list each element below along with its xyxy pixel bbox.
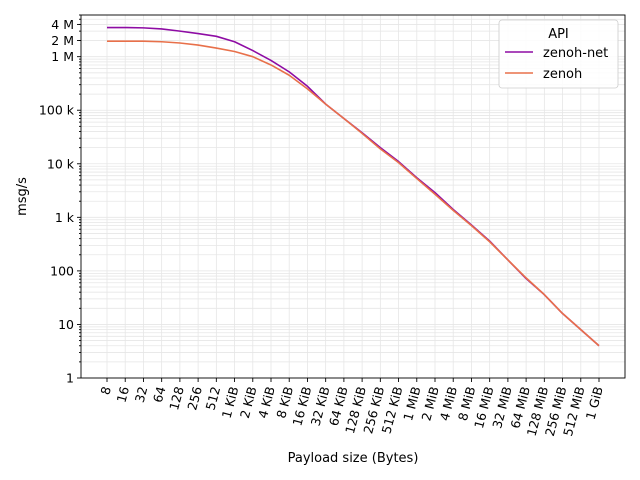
legend-entries: zenoh-net zenoh — [505, 46, 608, 82]
series-line-zenoh — [107, 40, 600, 347]
y-axis: 1 10 100 1 k 10 k 100 k 1 M2 M4 M — [39, 14, 81, 386]
legend-label-zenoh: zenoh — [543, 67, 582, 82]
legend: API zenoh-net zenoh — [498, 19, 619, 89]
legend-title: API — [548, 27, 569, 42]
y-tick-label: 1 M — [51, 49, 74, 64]
y-tick-label: 1 — [66, 371, 74, 386]
y-axis-label: msg/s — [15, 177, 30, 216]
x-tick-label: 8 — [97, 385, 114, 397]
y-tick-label: 10 k — [47, 156, 75, 171]
y-tick-label: 100 k — [39, 103, 75, 118]
y-tick-label: 1 k — [55, 210, 75, 225]
x-tick-label: 128 — [166, 385, 187, 412]
plot-frame — [80, 14, 626, 379]
x-tick-label: 256 — [184, 385, 205, 412]
series-layer — [107, 26, 600, 347]
y-tick-label: 2 M — [51, 33, 74, 48]
x-axis-label: Payload size (Bytes) — [288, 451, 419, 466]
legend-label-zenoh-net: zenoh-net — [543, 46, 608, 61]
y-tick-label: 4 M — [51, 17, 74, 32]
x-tick-label: 64 — [150, 385, 169, 404]
x-tick-label: 16 — [114, 385, 133, 404]
y-tick-label: 100 — [50, 263, 74, 278]
x-tick-label: 512 — [203, 385, 224, 412]
x-tick-label: 32 — [132, 385, 151, 404]
y-tick-label: 10 — [58, 317, 74, 332]
grid-layer — [81, 14, 625, 379]
legend-box — [498, 19, 619, 89]
